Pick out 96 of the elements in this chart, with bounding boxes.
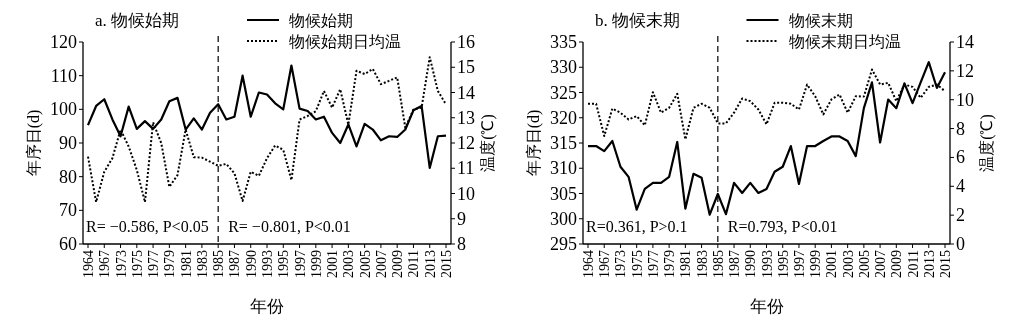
y2-tick-label: 14 [956, 32, 974, 52]
legend-label: 物候末期日均温 [788, 33, 901, 50]
x-tick-label: 2005 [357, 250, 373, 278]
y-tick-label: 110 [50, 65, 77, 86]
x-tick-label: 1995 [276, 250, 292, 278]
x-tick-label: 2015 [938, 250, 953, 278]
y-tick-label: 330 [550, 57, 577, 78]
y2-tick-label: 6 [956, 147, 965, 168]
x-tick-label: 1983 [694, 250, 710, 278]
y-tick-label: 320 [550, 107, 577, 128]
x-tick-label: 1967 [97, 250, 113, 278]
y-tick-label: 60 [59, 234, 77, 254]
annotation: R= −0.586, P<0.05 [86, 218, 209, 235]
y-tick-label: 315 [550, 133, 577, 153]
x-tick-label: 1977 [645, 250, 661, 278]
y2-axis-title: 温度(℃) [978, 114, 996, 172]
chart-title: b. 物候末期 [595, 11, 680, 30]
y2-tick-label: 16 [457, 32, 475, 52]
y2-tick-label: 0 [956, 234, 965, 254]
x-tick-label: 2011 [905, 250, 921, 278]
x-tick-label: 2015 [439, 250, 454, 278]
y2-tick-label: 11 [457, 158, 475, 179]
y-tick-label: 305 [550, 183, 577, 204]
x-tick-label: 2013 [921, 250, 937, 278]
x-tick-label: 1975 [629, 250, 645, 278]
x-tick-label: 2007 [373, 250, 389, 278]
y-tick-label: 80 [59, 166, 77, 187]
x-tick-label: 2003 [840, 250, 856, 278]
legend-label: 物候始期日均温 [289, 33, 401, 50]
x-tick-label: 1979 [662, 250, 678, 278]
y-tick-label: 300 [550, 208, 577, 229]
x-tick-label: 2009 [390, 250, 406, 278]
chart-title: a. 物候始期 [95, 11, 180, 30]
x-tick-label: 1993 [260, 250, 275, 278]
x-tick-label: 1964 [81, 250, 96, 278]
x-tick-label: 2005 [856, 250, 872, 278]
x-tick-label: 1990 [743, 250, 759, 278]
x-tick-label: 1997 [292, 250, 308, 278]
y2-axis-title: 温度(℃) [479, 114, 497, 172]
y2-tick-label: 15 [457, 57, 475, 78]
x-tick-label: 1981 [678, 250, 694, 278]
y2-tick-label: 12 [457, 133, 475, 153]
x-tick-label: 1985 [710, 250, 726, 278]
x-tick-label: 1997 [791, 250, 807, 278]
x-tick-label: 1975 [129, 250, 145, 278]
x-tick-label: 1985 [211, 250, 227, 278]
y-axis-title: 年序日(d) [525, 109, 543, 177]
x-tick-label: 2009 [889, 250, 905, 278]
annotation: R=0.793, P<0.01 [727, 218, 838, 235]
y2-tick-label: 13 [457, 107, 475, 128]
x-tick-label: 1967 [597, 250, 613, 278]
y-tick-label: 90 [59, 133, 77, 153]
x-tick-label: 1987 [727, 250, 743, 278]
y2-tick-label: 8 [956, 118, 965, 139]
x-tick-label: 1977 [146, 250, 162, 278]
x-tick-label: 2001 [325, 250, 341, 278]
y-tick-label: 120 [50, 32, 77, 52]
x-tick-label: 1987 [227, 250, 243, 278]
annotation: R=0.361, P>0.1 [586, 218, 688, 235]
x-tick-label: 1973 [113, 250, 129, 278]
x-tick-label: 1981 [178, 250, 194, 278]
y2-tick-label: 2 [956, 205, 965, 226]
y2-tick-label: 4 [956, 176, 965, 197]
x-axis-title: 年份 [250, 297, 284, 316]
x-axis-title: 年份 [749, 297, 784, 316]
x-tick-label: 1983 [194, 250, 210, 278]
x-tick-label: 1999 [808, 250, 824, 278]
x-tick-label: 1995 [775, 250, 791, 278]
x-tick-label: 2013 [422, 250, 438, 278]
y2-tick-label: 9 [457, 208, 466, 229]
y-tick-label: 325 [550, 82, 577, 103]
y-tick-label: 295 [550, 234, 577, 254]
x-tick-label: 1993 [759, 250, 775, 278]
legend-label: 物候始期 [289, 12, 353, 29]
x-tick-label: 1999 [308, 250, 324, 278]
y2-tick-label: 10 [457, 183, 475, 204]
y2-tick-label: 14 [457, 82, 475, 103]
x-tick-label: 2003 [341, 250, 357, 278]
x-tick-label: 1979 [162, 250, 178, 278]
y-axis-title: 年序日(d) [25, 109, 43, 177]
x-tick-label: 2007 [873, 250, 889, 278]
y-tick-label: 310 [550, 158, 577, 179]
y-tick-label: 335 [550, 32, 577, 52]
y-tick-label: 70 [59, 200, 77, 221]
x-tick-label: 1990 [243, 250, 259, 278]
x-tick-label: 1964 [581, 250, 596, 278]
x-tick-label: 2001 [824, 250, 840, 278]
legend-label: 物候末期 [788, 12, 853, 29]
x-tick-label: 2011 [406, 250, 422, 278]
y2-tick-label: 10 [956, 89, 974, 110]
x-tick-label: 1973 [613, 250, 629, 278]
y2-tick-label: 8 [457, 234, 466, 254]
y2-tick-label: 12 [956, 60, 974, 81]
line-series [87, 56, 447, 204]
y-tick-label: 100 [50, 99, 77, 120]
annotation: R= −0.801, P<0.01 [228, 218, 351, 235]
